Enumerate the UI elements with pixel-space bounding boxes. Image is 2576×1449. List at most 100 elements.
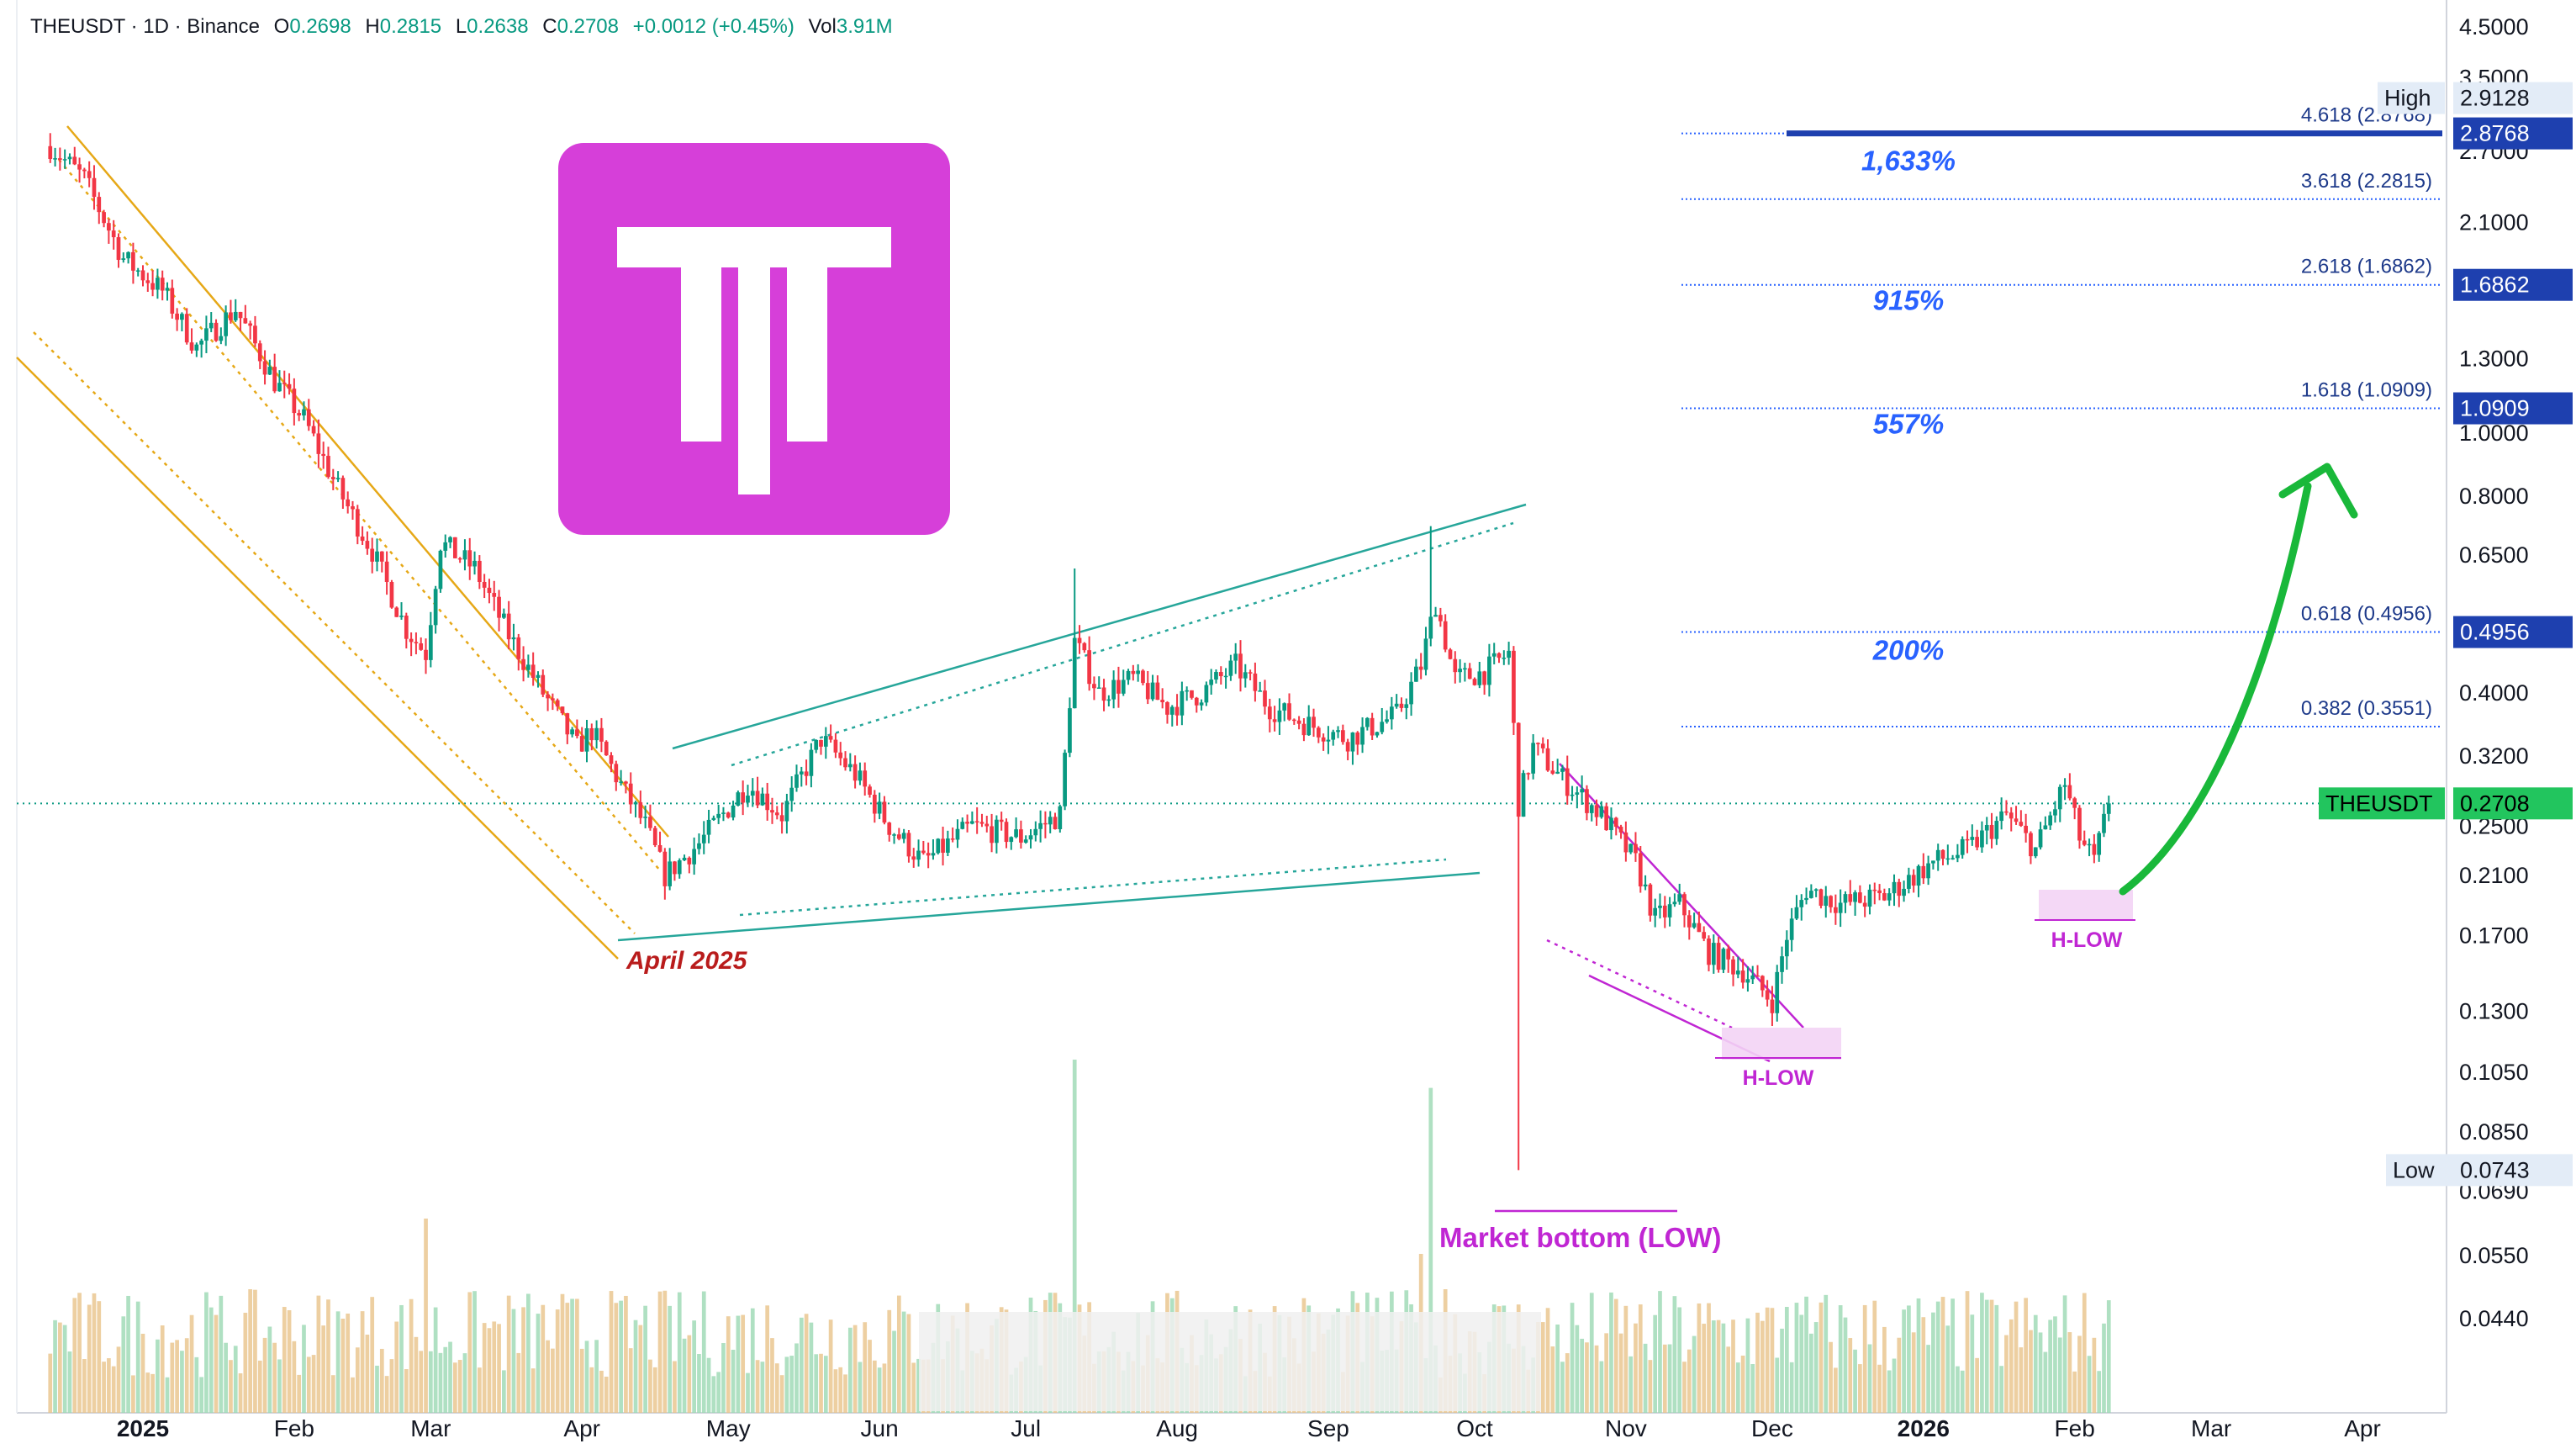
volume-bar: [1697, 1303, 1702, 1413]
candle-body: [536, 674, 541, 678]
volume-bar: [726, 1316, 731, 1413]
volume-bar: [414, 1336, 419, 1413]
volume-bar: [111, 1366, 116, 1413]
candle-body: [229, 312, 233, 320]
volume-bar: [145, 1372, 150, 1413]
volume-bar: [477, 1367, 482, 1413]
candle-body: [1877, 890, 1882, 894]
candle-body: [1672, 902, 1677, 905]
volume-bar: [633, 1319, 638, 1413]
candle-body: [946, 838, 950, 853]
candle-body: [1272, 719, 1277, 722]
volume-bar: [1935, 1301, 1940, 1413]
volume-bar: [389, 1359, 394, 1413]
candle-body: [1380, 722, 1385, 732]
candle-body: [551, 698, 555, 701]
candle-body: [648, 817, 652, 828]
volume-bar: [1623, 1305, 1628, 1413]
volume-bar: [92, 1293, 97, 1413]
candle-body: [2024, 825, 2029, 833]
volume-bar: [716, 1372, 721, 1413]
candle-body: [497, 596, 501, 618]
volume-bar: [170, 1342, 175, 1413]
volume-bar: [2092, 1337, 2097, 1413]
volume-bar: [838, 1367, 843, 1413]
candle-body: [1638, 853, 1643, 887]
volume-bar: [1862, 1304, 1867, 1413]
candle-body: [433, 589, 438, 626]
y-tick-label: 0.0550: [2459, 1243, 2529, 1268]
price-badge-value: 0.2708: [2460, 791, 2530, 816]
volume-bar: [1784, 1307, 1789, 1413]
candle-body: [1945, 858, 1950, 860]
candle-body: [1316, 727, 1321, 738]
candle-body: [843, 758, 847, 768]
candle-body: [673, 861, 677, 875]
candle-body: [984, 823, 990, 827]
x-tick-label: Mar: [410, 1415, 451, 1441]
candle-body: [1775, 971, 1780, 1013]
volume-bar: [774, 1363, 779, 1413]
volume-bar: [487, 1328, 492, 1413]
volume-bar: [662, 1290, 668, 1413]
candle-body: [384, 561, 389, 583]
symbol-title[interactable]: THEUSDT · 1D · Binance: [30, 15, 260, 38]
candle-body: [282, 383, 287, 384]
candle-body: [838, 752, 843, 759]
candle-body: [1194, 697, 1199, 706]
candle-body: [1770, 999, 1775, 1013]
candle-body: [409, 638, 414, 643]
candle-body: [1687, 915, 1692, 928]
candle-body: [1340, 730, 1345, 743]
candle-body: [135, 270, 140, 272]
candle-body: [1984, 824, 1989, 831]
candle-body: [199, 341, 203, 345]
candle-body: [833, 739, 838, 753]
volume-bar: [2067, 1332, 2072, 1413]
candle-body: [1853, 892, 1857, 902]
candle-body: [1370, 717, 1375, 736]
candle-body: [1131, 670, 1136, 674]
volume-bar: [736, 1315, 741, 1413]
candle-body: [579, 736, 584, 752]
candle-body: [1399, 703, 1404, 708]
candle-body: [1326, 739, 1331, 742]
candle-body: [931, 853, 936, 856]
candle-body: [1789, 918, 1794, 940]
volume-bar: [901, 1311, 906, 1413]
open-label: O: [273, 15, 290, 38]
candle-body: [1101, 687, 1106, 701]
candle-body: [1238, 653, 1243, 679]
volume-bar: [687, 1335, 692, 1413]
candle-body: [209, 322, 214, 329]
candle-body: [2102, 813, 2106, 833]
candle-body: [1965, 838, 1970, 841]
candle-body: [668, 861, 672, 886]
candle-body: [901, 833, 906, 839]
price-badge-name: High: [2384, 86, 2431, 111]
volume-bar: [2097, 1371, 2102, 1413]
candle-body: [1970, 837, 1975, 840]
candle-body: [1755, 975, 1760, 977]
candle-body: [1160, 700, 1165, 703]
candle-body: [1072, 637, 1077, 709]
volume-bar: [746, 1372, 750, 1413]
candle-body: [277, 383, 282, 392]
volume-bar: [877, 1367, 882, 1413]
volume-bar: [457, 1360, 462, 1413]
volume-bar: [1428, 1087, 1433, 1413]
candle-body: [746, 796, 750, 803]
volume-bar: [502, 1370, 506, 1413]
candle-body: [692, 849, 697, 865]
volume-bar: [257, 1360, 262, 1413]
candle-body: [443, 542, 448, 551]
x-tick-label: 2026: [1898, 1415, 1950, 1441]
volume-bar: [189, 1314, 194, 1413]
candle-body: [1867, 889, 1872, 907]
candle-body: [1248, 672, 1253, 674]
volume-bar: [2062, 1295, 2067, 1413]
volume-bar: [492, 1321, 497, 1413]
volume-bar: [467, 1292, 472, 1413]
x-tick-label: Nov: [1605, 1415, 1647, 1441]
